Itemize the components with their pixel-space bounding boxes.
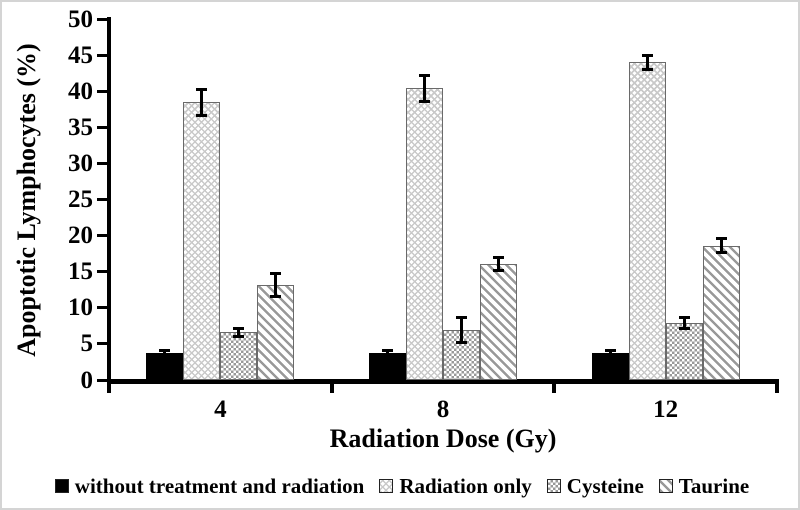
bar-radiation-only-12-gy [628,62,666,380]
y-tick-50 [97,17,107,21]
legend-item-taurine: Taurine [658,474,750,498]
y-tick-label-35: 35 [68,113,93,141]
legend-swatch-without-treatment-and-radiation [54,479,69,493]
y-axis-line [107,17,111,384]
x-tick-1 [329,383,334,393]
legend-swatch-radiation-only [379,479,394,493]
legend-item-radiation-only: Radiation only [379,474,532,498]
y-tick-label-10: 10 [68,294,93,322]
x-axis-title: Radiation Dose (Gy) [329,424,557,453]
error-bar-taurine-4-gy [274,273,278,297]
legend-swatch-cysteine [546,479,561,493]
y-tick-label-45: 45 [68,41,93,69]
y-tick-15 [97,270,107,274]
error-cap-top-taurine-4 [270,271,282,275]
error-bar-radiation-only-4-gy [200,89,204,116]
y-tick-label-15: 15 [68,258,93,286]
x-category-label-12: 12 [653,396,679,423]
y-tick-30 [97,161,107,165]
y-tick-25 [97,198,107,201]
y-tick-label-30: 30 [68,149,93,177]
error-cap-top-without-treatment-and-radiation-12 [604,348,616,352]
error-cap-top-radiation-only-4 [196,87,208,91]
error-cap-bottom-taurine-8 [493,269,504,273]
error-bar-without-treatment-and-radiation-8-gy [386,350,389,357]
error-bar-without-treatment-and-radiation-12-gy [608,350,612,357]
bar-cysteine-4-gy [220,332,258,380]
error-cap-top-cysteine-12 [678,316,690,320]
error-cap-top-cysteine-8 [456,316,467,320]
y-tick-0 [97,378,107,382]
x-axis-line [107,379,779,384]
legend-swatch-taurine [658,479,673,493]
y-tick-label-25: 25 [68,186,93,213]
error-cap-bottom-taurine-12 [715,251,727,255]
error-cap-top-without-treatment-and-radiation-8 [382,348,393,352]
error-cap-top-without-treatment-and-radiation-4 [159,348,171,352]
y-tick-40 [97,89,107,93]
error-cap-bottom-radiation-only-8 [419,99,430,103]
y-tick-label-20: 20 [68,222,93,250]
y-tick-label-5: 5 [80,330,94,358]
bar-without-treatment-and-radiation-12-gy [591,353,629,380]
bar-taurine-4-gy [257,284,295,380]
bar-taurine-12-gy [702,245,740,380]
error-cap-bottom-cysteine-8 [456,340,467,344]
error-cap-top-taurine-12 [715,236,727,240]
y-tick-5 [97,342,107,346]
error-bar-radiation-only-8-gy [423,75,426,102]
error-bar-cysteine-8-gy [460,317,463,343]
error-cap-top-radiation-only-8 [419,73,430,77]
chart-legend: without treatment and radiation Radiation… [2,474,798,498]
bar-taurine-8-gy [480,264,517,380]
error-bar-without-treatment-and-radiation-4-gy [163,350,167,357]
error-bar-taurine-12-gy [719,238,723,253]
error-bar-taurine-8-gy [497,257,500,271]
error-cap-bottom-without-treatment-and-radiation-8 [382,354,393,358]
bar-without-treatment-and-radiation-8-gy [369,353,406,380]
x-category-label-4: 4 [214,396,227,423]
error-bar-cysteine-4-gy [237,328,241,337]
x-tick-3 [775,383,779,393]
error-cap-bottom-without-treatment-and-radiation-4 [159,354,171,358]
bar-radiation-only-4-gy [183,102,221,380]
x-category-label-8: 8 [436,396,450,423]
bar-cysteine-12-gy [665,322,703,380]
legend-item-cysteine: Cysteine [546,474,644,498]
y-axis-title: Apoptotic Lymphocytes (%) [12,43,41,357]
y-tick-label-50: 50 [68,5,93,33]
error-cap-bottom-radiation-only-4 [196,113,208,117]
error-cap-bottom-without-treatment-and-radiation-12 [604,354,616,358]
bar-radiation-only-8-gy [406,88,443,380]
y-tick-45 [97,53,107,57]
legend-label-taurine: Taurine [678,474,750,498]
x-tick-2 [552,383,557,393]
x-tick-0 [107,383,111,393]
y-tick-10 [97,306,107,310]
error-cap-top-radiation-only-12 [641,53,653,57]
legend-label-without-treatment-and-radiation: without treatment and radiation [74,474,365,498]
error-cap-bottom-radiation-only-12 [641,68,653,72]
error-bar-cysteine-12-gy [682,317,686,328]
y-tick-35 [97,125,107,129]
legend-label-radiation-only: Radiation only [399,474,532,498]
y-tick-20 [97,234,107,238]
error-cap-bottom-cysteine-4 [233,335,245,339]
error-cap-top-taurine-8 [493,256,504,260]
bar-without-treatment-and-radiation-4-gy [146,353,184,380]
y-tick-label-0: 0 [80,366,94,394]
error-cap-top-cysteine-4 [233,326,245,330]
error-cap-bottom-cysteine-12 [678,326,690,330]
error-bar-radiation-only-12-gy [645,55,649,70]
y-tick-label-40: 40 [68,77,93,105]
error-cap-bottom-taurine-4 [270,294,282,298]
legend-item-without-treatment-and-radiation: without treatment and radiation [54,474,365,498]
legend-label-cysteine: Cysteine [566,474,644,498]
